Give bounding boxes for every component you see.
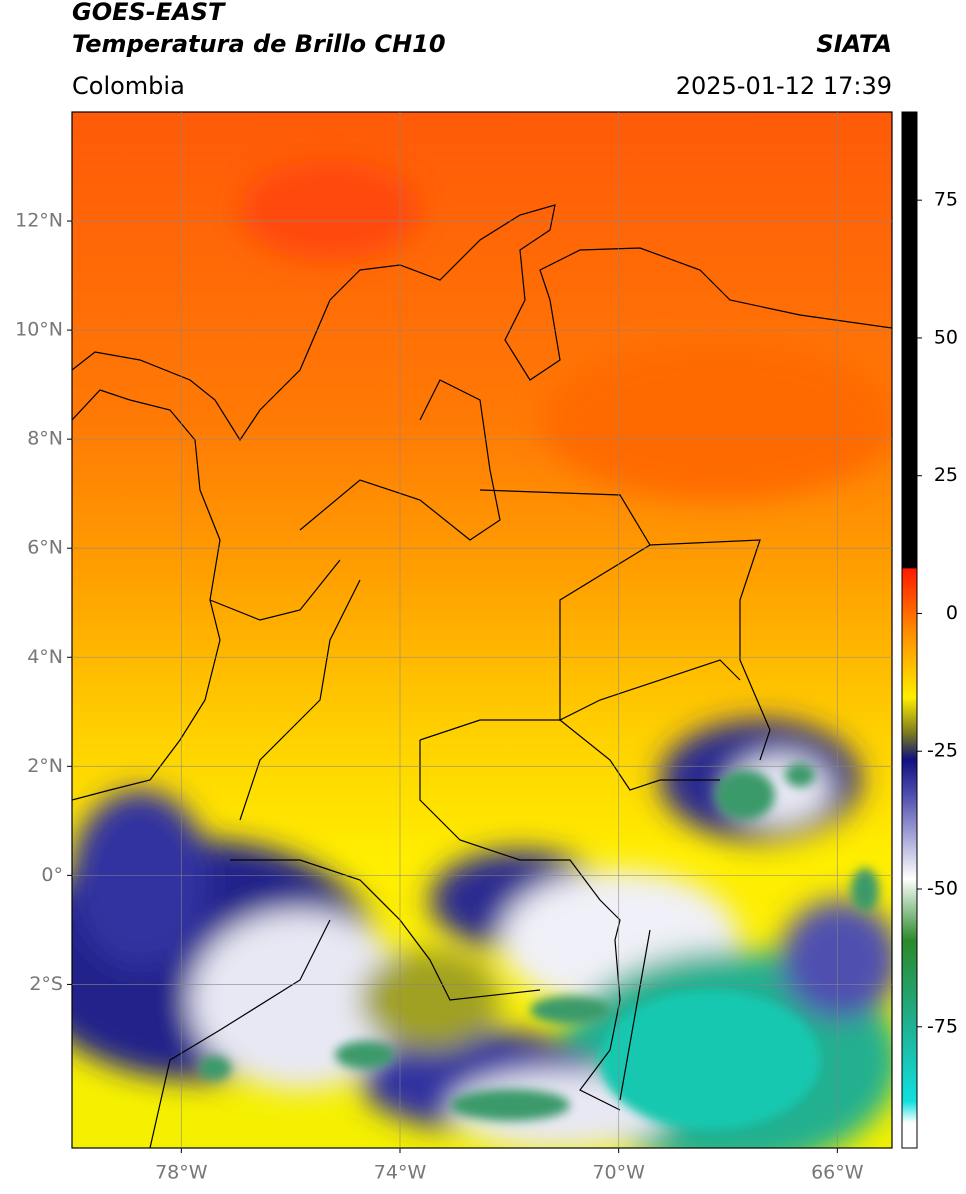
y-tick-label: 6°N [27, 537, 63, 559]
y-tick-label: 2°N [27, 755, 63, 777]
colorbar-tick-label: -50 [927, 878, 958, 900]
source: SIATA [816, 30, 892, 58]
y-tick-label: 10°N [15, 319, 63, 341]
y-tick-label: 0° [41, 864, 63, 886]
colorbar-tick-label: -25 [927, 740, 958, 762]
x-tick-label: 78°W [155, 1162, 208, 1184]
y-tick-label: 4°N [27, 646, 63, 668]
map-frame [71, 111, 893, 1149]
colorbar-tick-label: 50 [934, 326, 958, 348]
satellite-image [72, 112, 892, 1148]
x-tick-label: 74°W [374, 1162, 427, 1184]
colorbar [901, 111, 918, 1149]
colorbar-tick-label: -75 [927, 1015, 958, 1037]
subtitle: Temperatura de Brillo CH10 [72, 30, 446, 58]
x-tick-label: 66°W [811, 1162, 864, 1184]
datetime: 2025-01-12 17:39 [676, 72, 892, 100]
y-tick-label: 12°N [15, 210, 63, 232]
y-tick-label: 2°S [29, 973, 63, 995]
x-tick-label: 70°W [592, 1162, 645, 1184]
colorbar-tick-label: 75 [934, 189, 958, 211]
region: Colombia [72, 72, 185, 100]
colorbar-tick-label: 0 [946, 602, 958, 624]
title: GOES-EAST [72, 0, 226, 26]
colorbar-tick-label: 25 [934, 464, 958, 486]
y-tick-label: 8°N [27, 428, 63, 450]
